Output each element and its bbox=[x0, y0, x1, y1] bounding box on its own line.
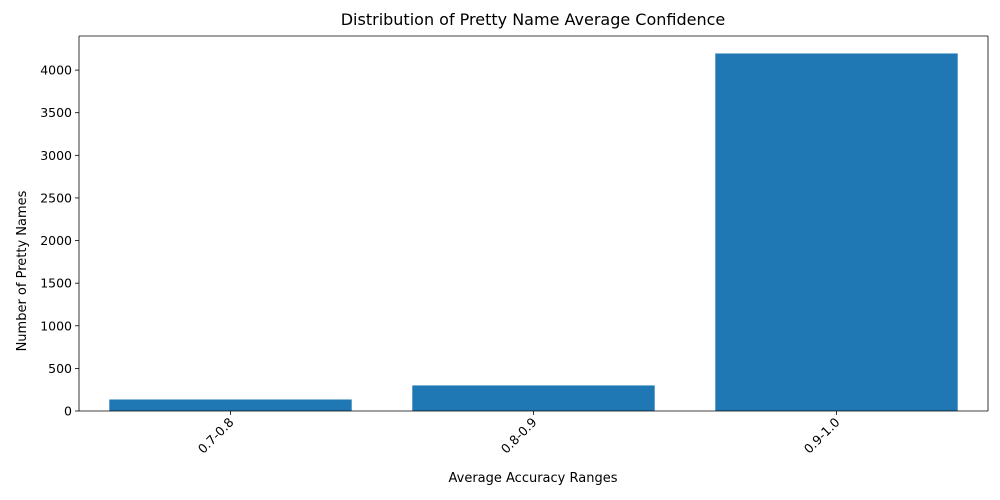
x-axis-label: Average Accuracy Ranges bbox=[449, 471, 618, 486]
bar-0.9-1.0 bbox=[715, 53, 958, 412]
y-tick-label: 3500 bbox=[40, 105, 72, 120]
y-axis-label: Number of Pretty Names bbox=[15, 190, 30, 351]
x-tick-label: 0.9-1.0 bbox=[801, 414, 843, 456]
y-tick-label: 4000 bbox=[40, 63, 72, 78]
y-tick-label: 1000 bbox=[40, 318, 72, 333]
y-tick-label: 3000 bbox=[40, 148, 72, 163]
y-tick-label: 500 bbox=[48, 361, 72, 376]
x-tick-label: 0.7-0.8 bbox=[195, 414, 237, 456]
chart-title: Distribution of Pretty Name Average Conf… bbox=[341, 10, 726, 29]
bar-0.8-0.9 bbox=[412, 385, 655, 411]
x-tick-label: 0.8-0.9 bbox=[498, 414, 540, 456]
y-tick-label: 0 bbox=[64, 404, 72, 419]
y-tick-label: 2000 bbox=[40, 233, 72, 248]
y-tick-label: 2500 bbox=[40, 190, 72, 205]
y-tick-label: 1500 bbox=[40, 276, 72, 291]
bar-0.7-0.8 bbox=[109, 399, 352, 411]
plot-area: 0 500 1000 1500 2000 2500 3000 3500 4000 0.7-0.8 0… bbox=[40, 35, 989, 456]
